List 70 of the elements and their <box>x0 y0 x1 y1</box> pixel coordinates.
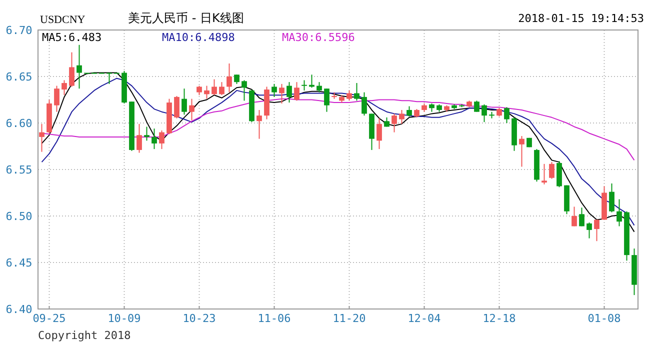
candlestick <box>474 100 480 112</box>
candlestick <box>256 109 262 140</box>
candlestick <box>144 126 150 142</box>
candlestick <box>76 44 82 90</box>
candlestick <box>242 80 247 102</box>
candlestick <box>482 104 487 123</box>
candlestick <box>286 82 292 104</box>
y-tick-label: 6.45 <box>6 256 32 270</box>
candlestick <box>616 198 622 227</box>
candlestick <box>159 130 164 150</box>
candlestick <box>542 163 547 185</box>
x-tick-label: 12-18 <box>482 312 516 325</box>
candlestick <box>234 74 240 84</box>
candlestick <box>62 80 67 96</box>
x-tick-label: 01-08 <box>588 312 621 325</box>
candlestick <box>392 113 397 133</box>
candlestick <box>106 72 112 84</box>
candlestick <box>376 118 382 150</box>
y-tick-label: 6.55 <box>6 164 32 176</box>
candlestick <box>152 128 157 150</box>
x-tick-label: 12-04 <box>408 312 442 325</box>
candlestick <box>549 162 554 180</box>
candlestick <box>586 222 592 239</box>
candlestick <box>354 82 360 102</box>
y-tick-label: 6.70 <box>6 24 32 37</box>
text: Copyright 2018 <box>38 329 131 342</box>
candlestick <box>219 82 224 96</box>
y-tick-label: 6.65 <box>6 70 32 84</box>
candlestick <box>279 83 284 104</box>
candlestick <box>204 85 210 100</box>
y-tick-label: 6.50 <box>6 210 32 223</box>
text: MA30:6.5596 <box>282 31 355 44</box>
chart-title: 美元人民币 - 日K线图 <box>128 11 244 25</box>
candlestick <box>346 90 352 102</box>
candlestick <box>316 82 322 93</box>
x-tick-label: 11-20 <box>332 312 366 325</box>
candlestick <box>556 160 562 188</box>
x-tick-label: 11-06 <box>258 312 291 325</box>
x-tick-label: 09-25 <box>32 312 66 325</box>
candlestick <box>579 207 584 227</box>
x-tick-label: 10-09 <box>108 312 141 325</box>
candlestick <box>272 83 277 98</box>
candlestick <box>294 82 300 102</box>
y-tick-label: 6.40 <box>6 303 32 316</box>
candlestick <box>54 85 60 112</box>
candlestick <box>302 80 307 91</box>
candlestick <box>519 136 524 168</box>
candlestick <box>406 106 412 117</box>
candlestick <box>189 98 194 121</box>
candlestick <box>324 88 330 112</box>
candlestick <box>196 85 202 96</box>
candlestick <box>136 123 142 154</box>
text: MA5:6.483 <box>42 31 102 44</box>
y-tick-label: 6.60 <box>6 117 32 130</box>
candlestick <box>182 88 187 116</box>
text: MA10:6.4898 <box>162 31 235 44</box>
candlestick <box>609 182 614 213</box>
text: 2018-01-15 19:14:53 <box>518 12 644 25</box>
candlestick <box>594 219 600 242</box>
candlestick <box>174 96 180 119</box>
x-tick-label: 10-23 <box>182 312 216 325</box>
candlestick <box>504 106 510 124</box>
candlestick <box>572 206 577 227</box>
candlestick <box>362 92 367 116</box>
candlestick <box>69 52 74 88</box>
candlestick <box>39 123 44 152</box>
candlestick <box>212 78 217 96</box>
candlestick <box>226 62 232 93</box>
chart-subtitle: USDCNY <box>40 14 86 26</box>
candlestick <box>399 109 404 124</box>
